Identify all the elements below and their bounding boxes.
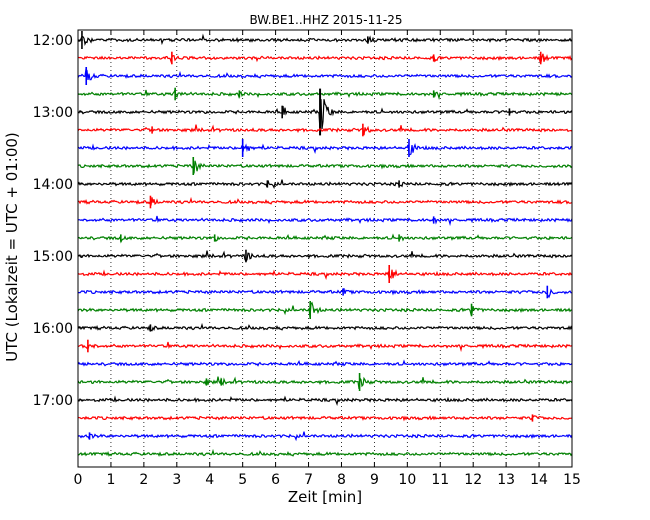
trace-line bbox=[77, 99, 573, 131]
trace-line bbox=[77, 233, 573, 244]
trace-line bbox=[77, 33, 573, 46]
y-tick-label: 12:00 bbox=[33, 33, 73, 49]
trace-line bbox=[77, 322, 573, 332]
trace-line bbox=[77, 53, 573, 64]
y-tick-label: 14:00 bbox=[33, 177, 73, 193]
x-tick-label: 3 bbox=[172, 472, 181, 488]
x-tick-label: 15 bbox=[563, 472, 581, 488]
trace-line bbox=[77, 415, 573, 422]
x-tick-label: 0 bbox=[74, 472, 83, 488]
trace-line bbox=[77, 376, 573, 389]
grid-lines bbox=[110, 30, 540, 467]
trace-group bbox=[77, 31, 573, 457]
x-tick-label: 2 bbox=[139, 472, 148, 488]
trace-line bbox=[77, 250, 573, 263]
x-tick-label: 7 bbox=[304, 472, 313, 488]
plot-frame bbox=[77, 29, 573, 468]
trace-line bbox=[77, 341, 573, 353]
trace-line bbox=[77, 143, 573, 156]
trace-line bbox=[77, 301, 573, 318]
chart-title: BW.BE1..HHZ 2015-11-25 bbox=[249, 13, 402, 27]
y-tick-label: 15:00 bbox=[33, 249, 73, 265]
trace-line bbox=[77, 160, 573, 174]
trace-line bbox=[77, 395, 573, 407]
x-tick-label: 13 bbox=[497, 472, 515, 488]
trace-line bbox=[77, 179, 573, 190]
trace-line bbox=[77, 359, 573, 367]
x-tick-label: 11 bbox=[431, 472, 449, 488]
x-tick-label: 5 bbox=[238, 472, 247, 488]
x-tick-label: 14 bbox=[530, 472, 548, 488]
y-tick-label: 17:00 bbox=[33, 393, 73, 409]
trace-line bbox=[77, 431, 573, 442]
trace-line bbox=[77, 269, 573, 281]
trace-line bbox=[77, 67, 573, 81]
trace-line bbox=[77, 88, 573, 101]
axis-ticks: 0 1 2 3 4 5 6 7 8 9 10 11 12 13 14 1512:0013:0014:0015:… bbox=[33, 30, 581, 488]
x-tick-label: 4 bbox=[205, 472, 214, 488]
x-tick-label: 9 bbox=[370, 472, 379, 488]
x-axis-label: Zeit [min] bbox=[288, 488, 362, 506]
trace-line bbox=[77, 288, 573, 299]
trace-line bbox=[77, 448, 573, 457]
trace-line bbox=[77, 196, 573, 206]
y-tick-label: 13:00 bbox=[33, 105, 73, 121]
trace-line bbox=[77, 124, 573, 136]
trace-line bbox=[77, 215, 573, 227]
x-tick-label: 12 bbox=[464, 472, 482, 488]
x-tick-label: 8 bbox=[337, 472, 346, 488]
x-tick-label: 10 bbox=[398, 472, 416, 488]
x-tick-label: 1 bbox=[106, 472, 115, 488]
x-tick-label: 6 bbox=[271, 472, 280, 488]
y-tick-label: 16:00 bbox=[33, 321, 73, 337]
y-axis-label: UTC (Lokalzeit = UTC + 01:00) bbox=[3, 132, 21, 362]
